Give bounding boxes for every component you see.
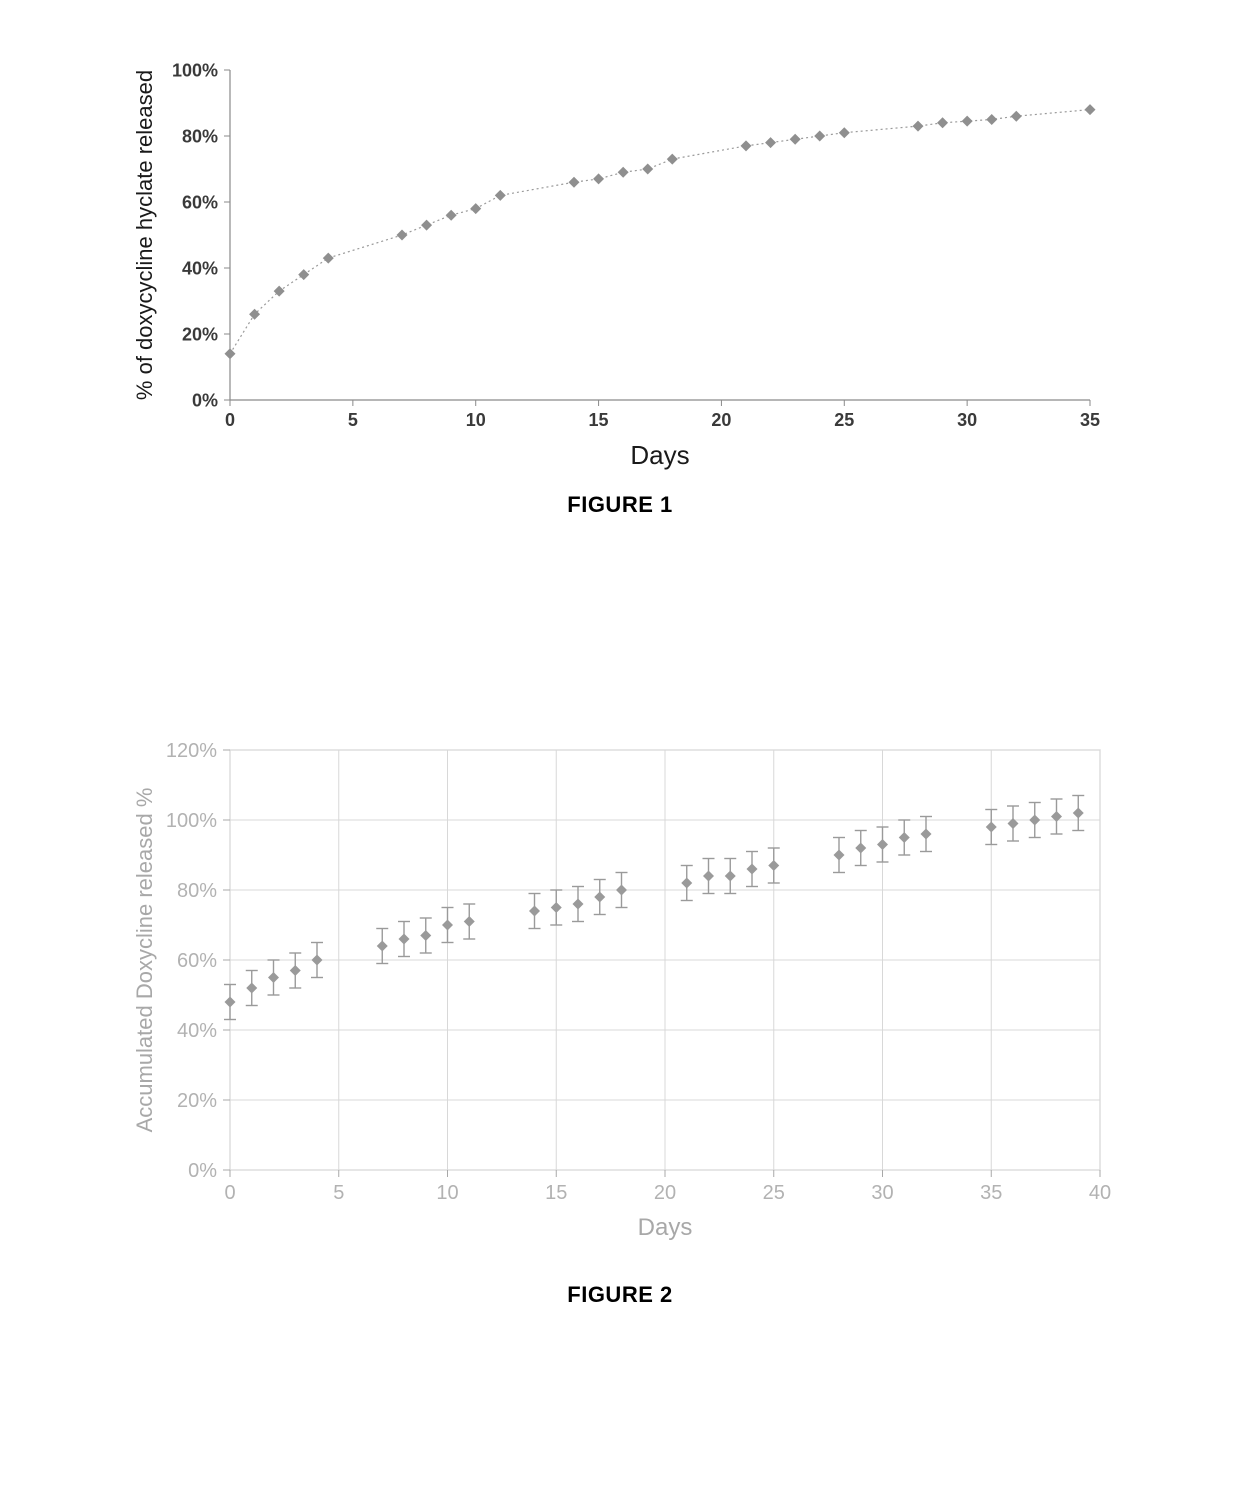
svg-text:40%: 40% xyxy=(182,258,218,278)
figure-2-chart: 0 5 10 15 20 25 30 35 40 0% 20% 40% 60% 80% 100% 120% Da… xyxy=(90,720,1150,1260)
svg-text:60%: 60% xyxy=(182,192,218,212)
svg-text:40%: 40% xyxy=(177,1020,217,1042)
svg-text:35: 35 xyxy=(1080,410,1100,430)
svg-text:Accumulated Doxycline released: Accumulated Doxycline released % xyxy=(132,788,157,1133)
svg-text:0%: 0% xyxy=(188,1160,217,1182)
svg-text:25: 25 xyxy=(763,1182,785,1204)
svg-text:20: 20 xyxy=(711,410,731,430)
svg-text:10: 10 xyxy=(466,410,486,430)
svg-text:15: 15 xyxy=(545,1182,567,1204)
svg-text:30: 30 xyxy=(957,410,977,430)
svg-text:5: 5 xyxy=(333,1182,344,1204)
svg-text:0: 0 xyxy=(224,1182,235,1204)
svg-text:0%: 0% xyxy=(192,390,218,410)
figure-2-caption: FIGURE 2 xyxy=(90,1282,1150,1308)
svg-text:Days: Days xyxy=(630,440,689,470)
svg-text:80%: 80% xyxy=(182,126,218,146)
figure-1-caption: FIGURE 1 xyxy=(120,492,1120,518)
svg-text:80%: 80% xyxy=(177,880,217,902)
svg-text:100%: 100% xyxy=(166,810,217,832)
svg-text:20%: 20% xyxy=(177,1090,217,1112)
svg-text:% of doxycycline hyclate relea: % of doxycycline hyclate released xyxy=(132,70,157,400)
svg-text:5: 5 xyxy=(348,410,358,430)
figure-1-block: 0 5 10 15 20 25 30 35 0% 20% 40% 60% 80% 100% Days % of… xyxy=(120,40,1120,518)
svg-text:60%: 60% xyxy=(177,950,217,972)
svg-text:Days: Days xyxy=(638,1214,693,1241)
svg-text:40: 40 xyxy=(1089,1182,1111,1204)
figure-2-block: 0 5 10 15 20 25 30 35 40 0% 20% 40% 60% 80% 100% 120% Da… xyxy=(90,720,1150,1308)
svg-text:25: 25 xyxy=(834,410,854,430)
svg-text:20: 20 xyxy=(654,1182,676,1204)
svg-text:100%: 100% xyxy=(172,60,218,80)
svg-text:30: 30 xyxy=(871,1182,893,1204)
svg-text:10: 10 xyxy=(436,1182,458,1204)
svg-text:0: 0 xyxy=(225,410,235,430)
figure-1-chart: 0 5 10 15 20 25 30 35 0% 20% 40% 60% 80% 100% Days % of… xyxy=(120,40,1120,470)
page: 051015202530350%20%40%60%80%100%Days% of… xyxy=(0,0,1240,1502)
svg-text:15: 15 xyxy=(589,410,609,430)
svg-text:120%: 120% xyxy=(166,740,217,762)
svg-text:35: 35 xyxy=(980,1182,1002,1204)
svg-text:20%: 20% xyxy=(182,324,218,344)
